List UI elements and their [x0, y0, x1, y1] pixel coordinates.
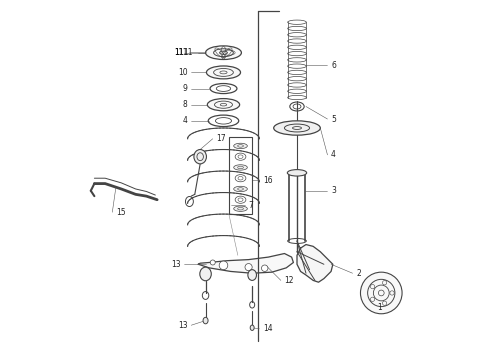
Text: 16: 16 [263, 176, 272, 185]
Text: 4: 4 [183, 116, 188, 125]
Circle shape [210, 260, 215, 265]
Text: 13: 13 [171, 260, 180, 269]
Text: 11: 11 [174, 48, 184, 57]
Ellipse shape [274, 121, 320, 135]
Circle shape [262, 265, 268, 271]
Text: 4: 4 [331, 150, 336, 159]
Text: 11: 11 [178, 48, 188, 57]
Text: 6: 6 [331, 61, 336, 70]
Ellipse shape [207, 99, 240, 111]
Ellipse shape [203, 318, 208, 324]
Polygon shape [198, 253, 294, 273]
Text: 14: 14 [263, 324, 272, 333]
Ellipse shape [234, 143, 247, 149]
Circle shape [361, 272, 402, 314]
Bar [229, 137, 252, 214]
Ellipse shape [200, 267, 211, 281]
Ellipse shape [250, 325, 254, 330]
Text: 12: 12 [285, 276, 294, 285]
Ellipse shape [234, 186, 247, 192]
Text: 13: 13 [178, 321, 188, 330]
Text: 11: 11 [174, 48, 206, 57]
Text: 7: 7 [248, 201, 253, 210]
Polygon shape [297, 244, 333, 282]
Text: 9: 9 [183, 84, 188, 93]
Ellipse shape [248, 270, 256, 280]
Ellipse shape [287, 170, 307, 176]
Text: 5: 5 [331, 114, 336, 123]
Ellipse shape [234, 165, 247, 170]
Text: 17: 17 [216, 134, 226, 143]
Ellipse shape [234, 206, 247, 211]
Circle shape [219, 261, 228, 270]
Ellipse shape [205, 46, 242, 59]
Text: 10: 10 [178, 68, 188, 77]
Text: 1: 1 [378, 303, 382, 312]
Text: 8: 8 [183, 100, 188, 109]
Ellipse shape [206, 66, 241, 79]
Text: 2: 2 [356, 269, 361, 278]
Circle shape [245, 264, 252, 271]
Text: 3: 3 [331, 186, 336, 195]
Text: 15: 15 [116, 208, 125, 217]
Ellipse shape [194, 149, 206, 164]
Text: 11: 11 [183, 48, 193, 57]
